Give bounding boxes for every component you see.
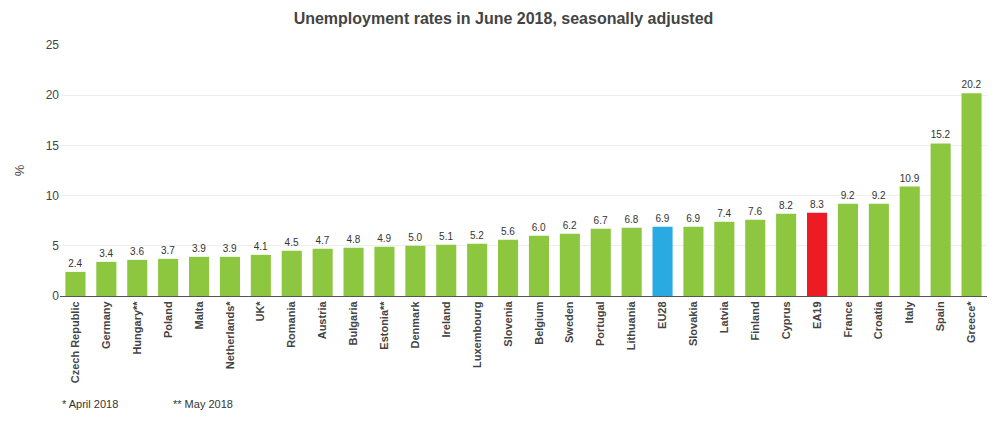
svg-text:* April 2018: * April 2018: [62, 398, 118, 410]
svg-text:6.8: 6.8: [624, 214, 638, 225]
svg-text:UK*: UK*: [254, 301, 266, 322]
svg-text:8.3: 8.3: [810, 199, 824, 210]
svg-text:** May 2018: ** May 2018: [173, 398, 233, 410]
svg-text:8.2: 8.2: [779, 200, 793, 211]
svg-text:15: 15: [46, 139, 60, 153]
svg-text:6.9: 6.9: [686, 213, 700, 224]
svg-text:Lithuania: Lithuania: [625, 301, 637, 351]
svg-text:4.8: 4.8: [346, 234, 360, 245]
svg-text:Sweden: Sweden: [563, 301, 575, 343]
svg-text:Czech Republic: Czech Republic: [69, 301, 81, 383]
svg-text:6.2: 6.2: [563, 220, 577, 231]
svg-text:Slovenia: Slovenia: [502, 301, 514, 347]
svg-text:%: %: [12, 164, 27, 176]
svg-text:EA19: EA19: [811, 301, 823, 329]
svg-text:0: 0: [52, 289, 59, 303]
svg-text:3.9: 3.9: [223, 243, 237, 254]
svg-text:Romania: Romania: [285, 301, 297, 348]
svg-text:Slovakia: Slovakia: [687, 301, 699, 347]
svg-text:4.1: 4.1: [254, 241, 268, 252]
svg-text:9.2: 9.2: [872, 190, 886, 201]
svg-text:Bulgaria: Bulgaria: [347, 301, 359, 346]
svg-text:6.0: 6.0: [532, 222, 546, 233]
svg-text:9.2: 9.2: [841, 190, 855, 201]
svg-text:10: 10: [46, 189, 60, 203]
svg-text:5.1: 5.1: [439, 231, 453, 242]
svg-text:Denmark: Denmark: [409, 301, 421, 349]
svg-text:Italy: Italy: [903, 301, 915, 324]
svg-text:5: 5: [52, 239, 59, 253]
svg-text:3.9: 3.9: [192, 243, 206, 254]
svg-text:25: 25: [46, 38, 60, 52]
svg-text:Austria: Austria: [316, 301, 328, 340]
svg-text:6.9: 6.9: [655, 213, 669, 224]
svg-text:7.6: 7.6: [748, 206, 762, 217]
svg-text:7.4: 7.4: [717, 208, 731, 219]
svg-text:6.7: 6.7: [594, 215, 608, 226]
svg-text:5.6: 5.6: [501, 226, 515, 237]
svg-text:France: France: [842, 301, 854, 337]
svg-text:Germany: Germany: [100, 301, 112, 350]
svg-text:Belgium: Belgium: [533, 301, 545, 345]
svg-text:Luxembourg: Luxembourg: [471, 301, 483, 368]
svg-text:10.9: 10.9: [900, 173, 920, 184]
svg-text:Finland: Finland: [749, 301, 761, 340]
svg-text:5.2: 5.2: [470, 230, 484, 241]
svg-text:3.4: 3.4: [99, 248, 113, 259]
svg-text:Latvia: Latvia: [718, 301, 730, 334]
svg-text:Croatia: Croatia: [872, 301, 884, 340]
svg-text:4.9: 4.9: [377, 233, 391, 244]
svg-text:3.6: 3.6: [130, 246, 144, 257]
svg-text:Cyprus: Cyprus: [780, 301, 792, 339]
svg-text:20.2: 20.2: [962, 79, 982, 90]
svg-text:EU28: EU28: [656, 301, 668, 329]
svg-text:Netherlands*: Netherlands*: [224, 301, 236, 370]
svg-text:3.7: 3.7: [161, 245, 175, 256]
svg-text:Portugal: Portugal: [594, 301, 606, 346]
svg-text:4.5: 4.5: [285, 237, 299, 248]
svg-text:Estonia**: Estonia**: [378, 301, 390, 350]
svg-text:Spain: Spain: [934, 301, 946, 331]
svg-text:Malta: Malta: [193, 301, 205, 330]
svg-text:Poland: Poland: [162, 301, 174, 338]
svg-text:Greece*: Greece*: [965, 301, 977, 343]
svg-text:Ireland: Ireland: [440, 301, 452, 337]
svg-text:2.4: 2.4: [68, 258, 82, 269]
svg-text:20: 20: [46, 88, 60, 102]
svg-text:4.7: 4.7: [315, 235, 329, 246]
svg-text:5.0: 5.0: [408, 232, 422, 243]
svg-text:Unemployment rates in June 201: Unemployment rates in June 2018, seasona…: [294, 10, 714, 27]
svg-text:15.2: 15.2: [931, 129, 951, 140]
svg-text:Hungary**: Hungary**: [131, 301, 143, 355]
